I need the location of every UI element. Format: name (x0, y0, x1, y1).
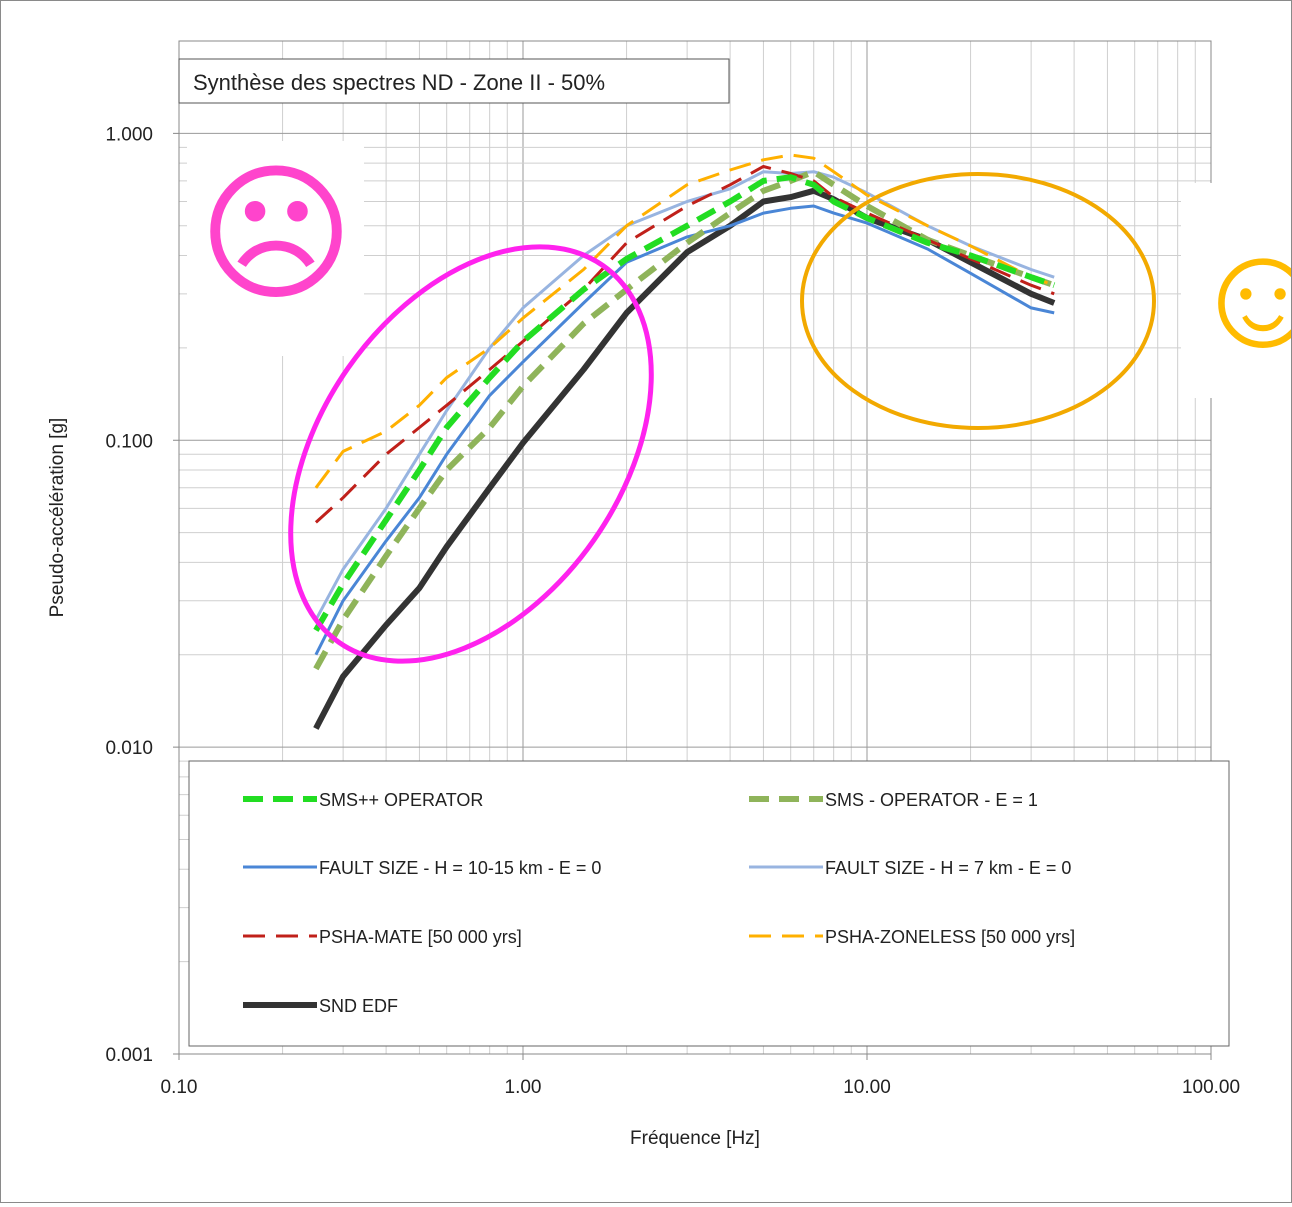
y-tick-label: 0.100 (105, 431, 153, 452)
x-axis-label: Fréquence [Hz] (630, 1128, 760, 1149)
right-highlight-ellipse (800, 172, 1156, 430)
x-tick-label: 100.00 (1182, 1077, 1240, 1098)
title-box (178, 58, 730, 104)
legend-label-4: FAULT SIZE - H = 7 km - E = 0 (825, 858, 1071, 878)
legend-label-2: SMS - OPERATOR - E = 1 (825, 790, 1038, 810)
series-group (313, 153, 1056, 730)
series-line-3 (314, 204, 1055, 656)
y-tick-label: 0.001 (105, 1045, 153, 1066)
legend-label-5: PSHA-MATE [50 000 yrs] (319, 927, 522, 947)
legend-box (188, 760, 1230, 1047)
legend-label-6: PSHA-ZONELESS [50 000 yrs] (825, 927, 1075, 947)
y-tick-label: 1.000 (105, 124, 153, 145)
x-tick-label: 1.00 (505, 1077, 542, 1098)
series-line-1 (313, 174, 1056, 632)
plot-area (178, 40, 1212, 1055)
y-axis-label: Pseudo-accélération [g] (47, 418, 68, 618)
happy-face-backdrop (1181, 183, 1291, 398)
sad-face-icon: ☹ (198, 150, 354, 318)
x-tick-label: 0.10 (161, 1077, 198, 1098)
annotations: ☹ ☺ (187, 141, 1292, 664)
series-line-5 (314, 165, 1055, 524)
chart-title: Synthèse des spectres ND - Zone II - 50% (193, 70, 605, 95)
x-tick-label: 10.00 (843, 1077, 891, 1098)
left-highlight-ellipse (288, 244, 654, 664)
sad-face-backdrop (187, 141, 364, 356)
legend: SMS++ OPERATOR SMS - OPERATOR - E = 1 FAUL… (243, 790, 1075, 1016)
legend-label-3: FAULT SIZE - H = 10-15 km - E = 0 (319, 858, 601, 878)
series-line-7 (313, 187, 1056, 730)
series-line-6 (314, 153, 1055, 489)
legend-label-7: SND EDF (319, 996, 398, 1016)
legend-label-1: SMS++ OPERATOR (319, 790, 483, 810)
axes: 0.10 1.00 10.00 100.00 0.001 0.010 0.100 1.000 F… (47, 124, 1240, 1149)
series-line-2 (313, 168, 1056, 671)
y-tick-label: 0.010 (105, 738, 153, 759)
happy-face-icon: ☺ (1186, 210, 1291, 378)
